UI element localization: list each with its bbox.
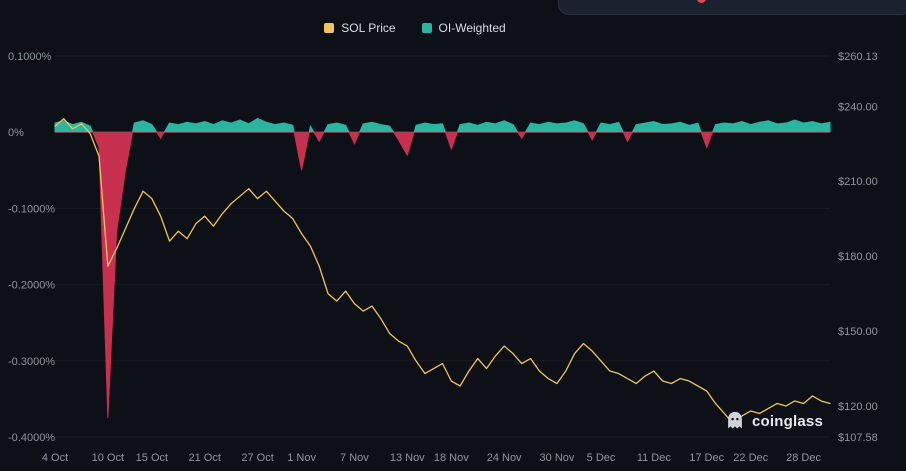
price-line-series xyxy=(54,118,831,425)
x-axis-tick-label: 18 Nov xyxy=(434,452,469,464)
chart-legend: SOL Price OI-Weighted xyxy=(0,21,830,35)
coinglass-ghost-icon xyxy=(728,411,742,429)
legend-label-sol-price: SOL Price xyxy=(341,21,396,35)
funding-area-series xyxy=(54,117,831,418)
left-axis-tick-label: 0% xyxy=(8,127,24,139)
x-axis-tick-label: 21 Oct xyxy=(189,452,221,464)
left-axis-tick-label: 0.1000% xyxy=(8,51,52,63)
right-axis-tick-label: $150.00 xyxy=(838,326,878,338)
x-axis-tick-label: 15 Oct xyxy=(136,452,168,464)
coinglass-wordmark: coinglass xyxy=(752,412,823,430)
right-axis-tick-label: $240.00 xyxy=(838,101,878,113)
x-axis-tick-label: 17 Dec xyxy=(689,452,724,464)
x-axis-tick-label: 27 Oct xyxy=(241,452,273,464)
x-axis-tick-label: 13 Nov xyxy=(390,452,425,464)
x-axis-tick-label: 24 Nov xyxy=(487,452,522,464)
coinglass-watermark: coinglass xyxy=(724,410,823,432)
right-axis: $260.13 $240.00 $210.00 $180.00 $150.00 $120.… xyxy=(838,51,878,444)
sol-price-swatch-icon xyxy=(324,23,335,33)
x-axis-tick-label: 1 Nov xyxy=(287,452,316,464)
right-axis-tick-label: $107.58 xyxy=(838,432,878,444)
right-axis-tick-label: $120.00 xyxy=(838,401,878,413)
left-axis: 0.1000% 0% -0.1000% -0.2000% -0.3000% -0.4000… xyxy=(8,51,55,444)
x-axis-tick-label: 30 Nov xyxy=(540,452,575,464)
left-axis-tick-label: -0.4000% xyxy=(8,432,55,444)
legend-label-oi-weighted: OI-Weighted xyxy=(438,21,506,35)
legend-item-sol-price[interactable]: SOL Price xyxy=(324,21,396,35)
notification-badge xyxy=(697,0,706,3)
x-axis-tick-label: 11 Dec xyxy=(637,452,672,464)
x-axis-tick-label: 28 Dec xyxy=(786,452,821,464)
left-axis-tick-label: -0.3000% xyxy=(8,356,55,368)
x-axis-tick-label: 22 Dec xyxy=(733,452,768,464)
gridlines xyxy=(55,55,830,438)
x-axis-tick-label: 10 Oct xyxy=(92,452,124,464)
left-axis-tick-label: -0.2000% xyxy=(8,280,55,292)
right-axis-tick-label: $180.00 xyxy=(838,251,878,263)
x-axis: 4 Oct 10 Oct 15 Oct 21 Oct 27 Oct 1 Nov 7 Nov 1… xyxy=(42,452,822,464)
legend-item-oi-weighted[interactable]: OI-Weighted xyxy=(421,21,506,35)
x-axis-tick-label: 4 Oct xyxy=(42,452,68,464)
oi-weighted-swatch-icon xyxy=(421,23,432,33)
left-axis-tick-label: -0.1000% xyxy=(8,203,55,215)
search-bar[interactable] xyxy=(558,0,906,15)
x-axis-tick-label: 5 Dec xyxy=(587,452,616,464)
x-axis-tick-label: 7 Nov xyxy=(340,452,369,464)
right-axis-tick-label: $260.13 xyxy=(838,51,878,63)
right-axis-tick-label: $210.00 xyxy=(838,176,878,188)
